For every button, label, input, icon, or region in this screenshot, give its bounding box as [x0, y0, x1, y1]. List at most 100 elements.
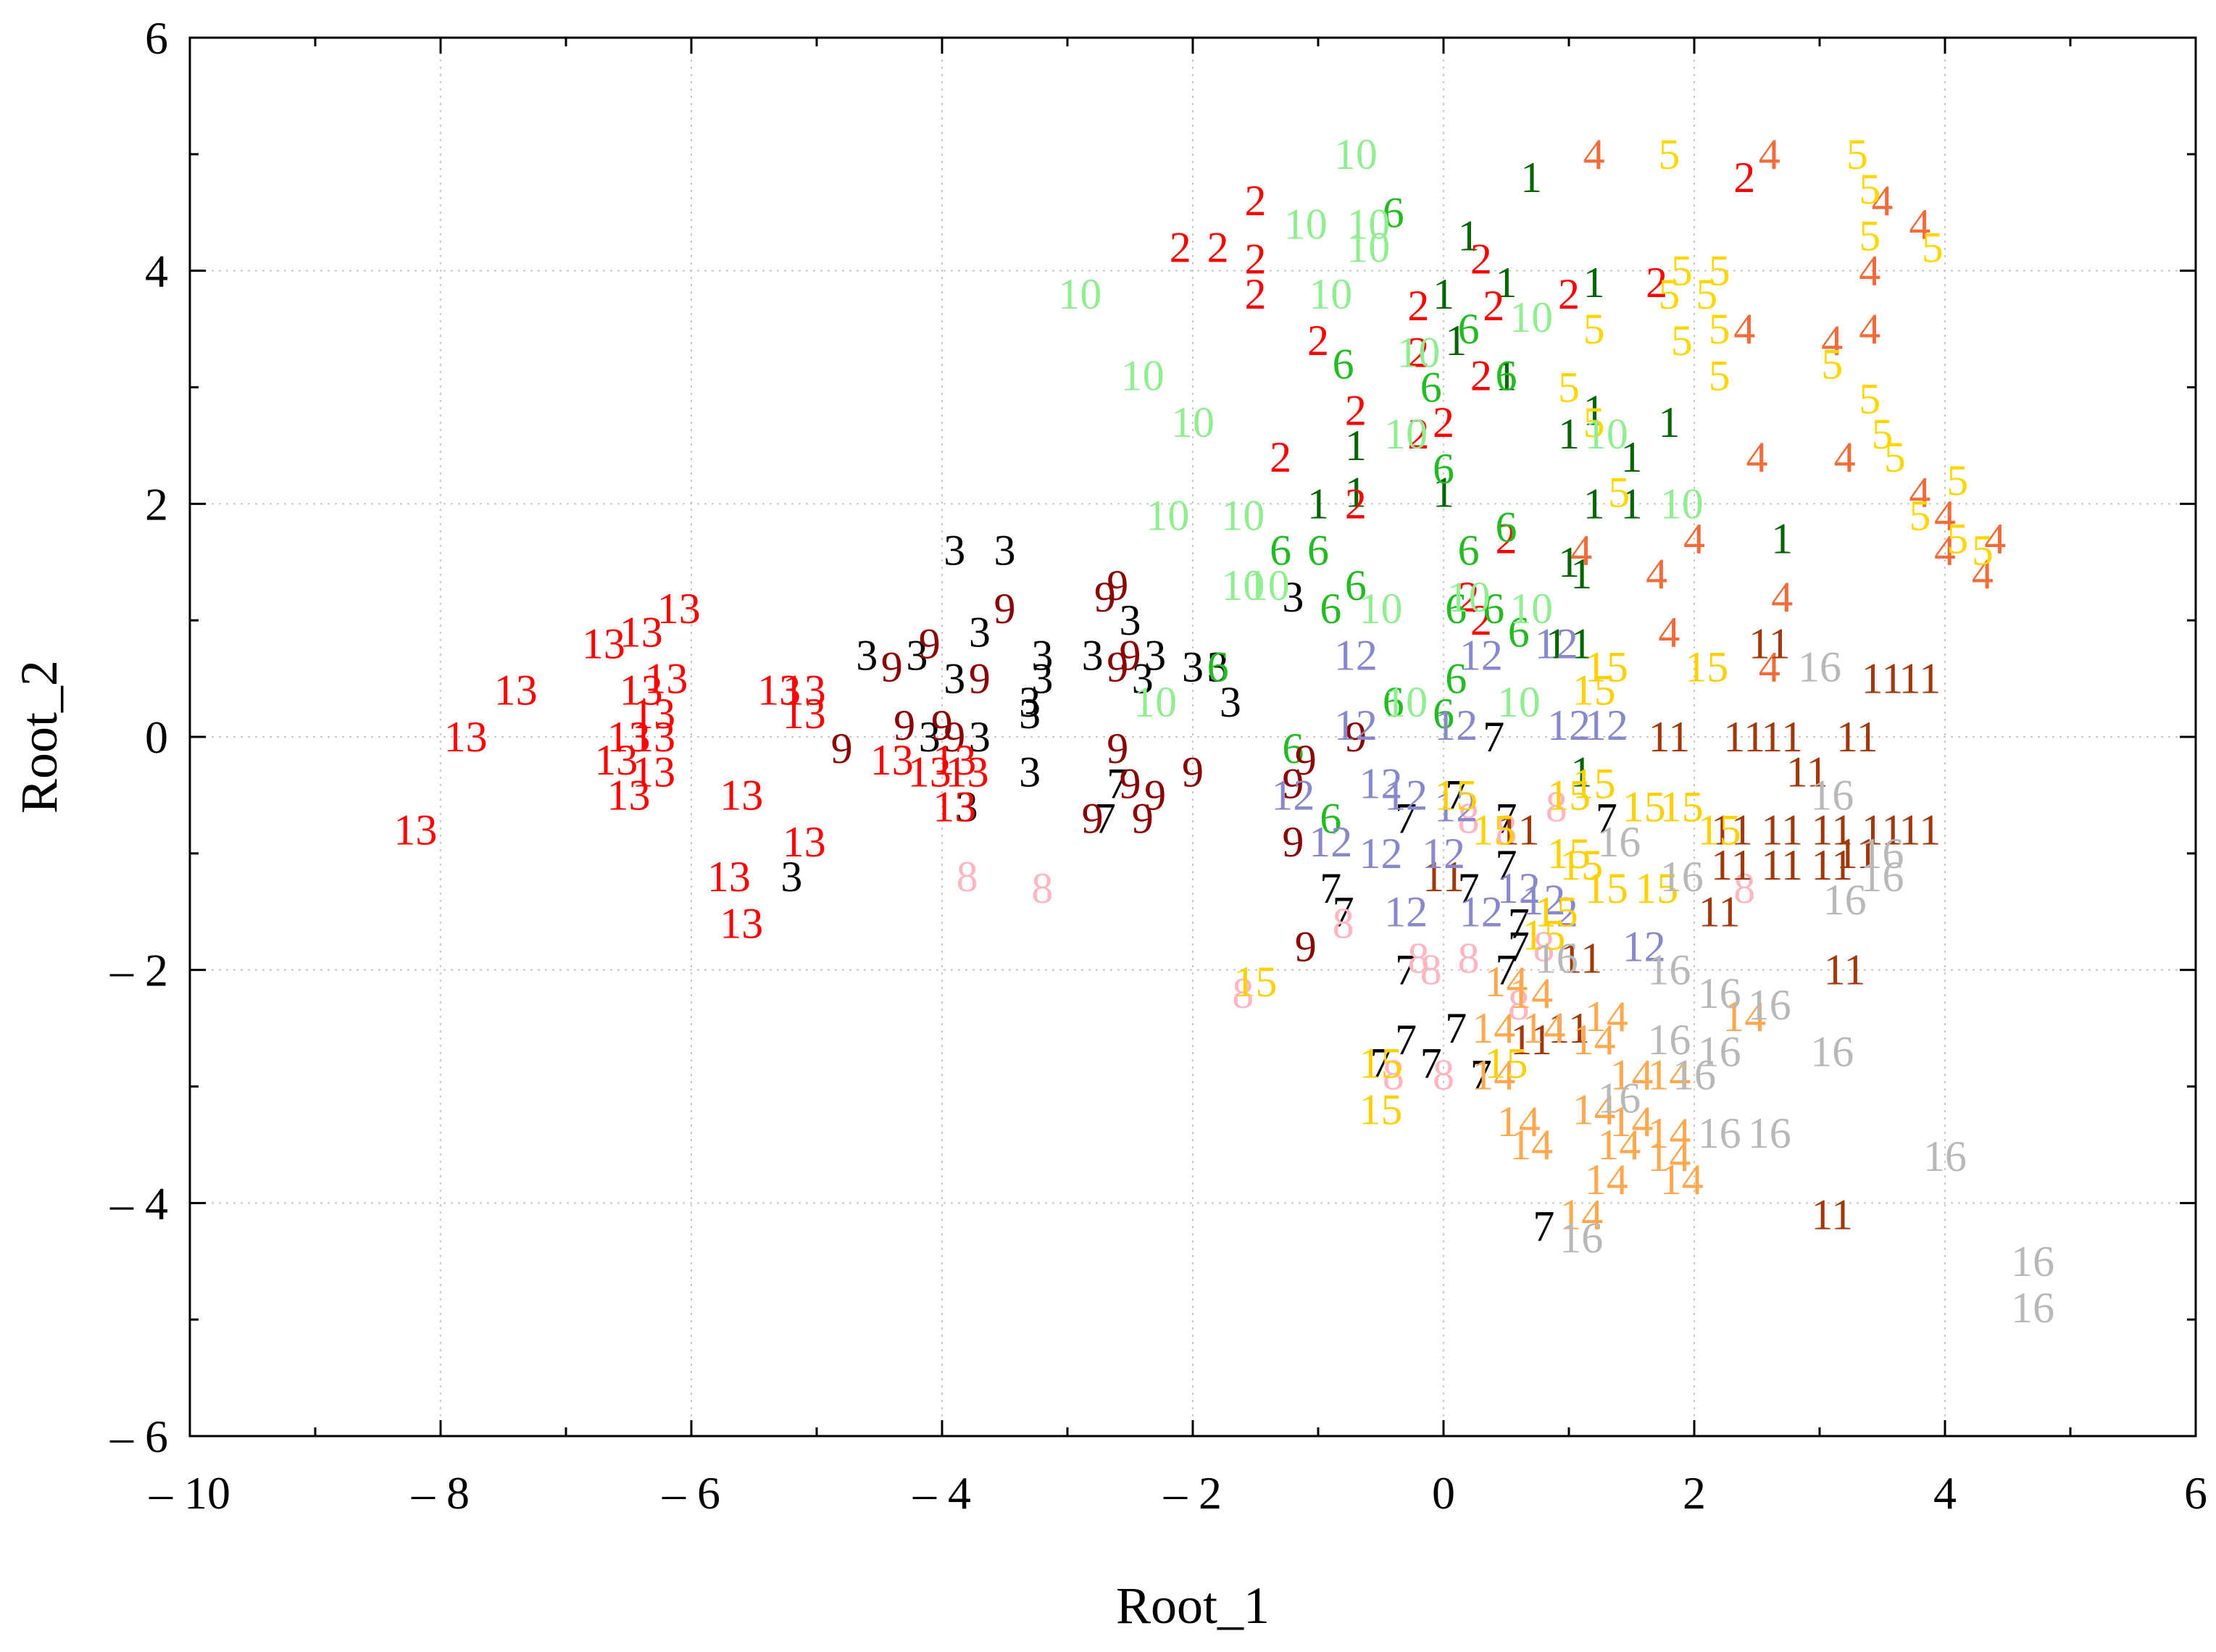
point-group-14: 14 — [1585, 993, 1628, 1040]
point-group-12: 12 — [1359, 830, 1403, 877]
point-group-2: 2 — [1496, 515, 1517, 563]
point-group-8: 8 — [1031, 864, 1053, 912]
point-group-10: 10 — [1171, 399, 1215, 446]
point-group-11: 11 — [1811, 806, 1853, 854]
point-group-13: 13 — [870, 736, 914, 784]
point-group-14: 14 — [1509, 1121, 1553, 1169]
point-group-13: 13 — [632, 690, 675, 738]
point-group-11: 11 — [1548, 1004, 1590, 1052]
point-group-14: 14 — [1647, 1109, 1691, 1157]
point-group-5: 5 — [1696, 270, 1717, 318]
y-tick-label: – 4 — [109, 1177, 168, 1229]
point-group-9: 9 — [1295, 736, 1317, 784]
point-group-6: 6 — [1207, 643, 1229, 691]
point-group-2: 2 — [1245, 235, 1267, 283]
x-tick-label: – 4 — [912, 1467, 971, 1519]
x-tick-label: – 2 — [1163, 1467, 1222, 1519]
point-group-10: 10 — [1133, 678, 1177, 726]
point-group-6: 6 — [1282, 725, 1304, 772]
point-group-11: 11 — [1711, 806, 1753, 854]
x-axis-title: Root_1 — [1116, 1577, 1270, 1635]
point-group-3: 3 — [1019, 690, 1041, 738]
point-group-4: 4 — [1859, 247, 1880, 295]
point-group-6: 6 — [1496, 351, 1517, 399]
point-group-15: 15 — [1522, 911, 1565, 959]
x-tick-label: – 8 — [411, 1467, 470, 1519]
point-group-3: 3 — [944, 655, 965, 703]
y-tick-labels: – 6 – 4 – 2 0 2 4 6 — [109, 12, 168, 1462]
point-group-10: 10 — [1509, 585, 1553, 633]
point-group-7: 7 — [1420, 1039, 1442, 1087]
x-tick-label: 6 — [2184, 1467, 2207, 1519]
point-group-9: 9 — [1182, 748, 1204, 796]
point-group-11: 11 — [1423, 853, 1465, 901]
point-group-12: 12 — [1535, 620, 1578, 667]
point-group-8: 8 — [1533, 923, 1554, 971]
point-group-7: 7 — [1107, 759, 1128, 807]
point-group-5: 5 — [1709, 247, 1730, 295]
point-group-3: 3 — [1207, 643, 1229, 691]
point-group-16: 16 — [1810, 1027, 1854, 1075]
point-group-2: 2 — [1470, 596, 1492, 644]
point-group-16: 16 — [1698, 1109, 1741, 1157]
point-group-13: 13 — [908, 748, 951, 796]
point-group-12: 12 — [1309, 818, 1352, 866]
point-group-7: 7 — [1458, 864, 1480, 912]
point-group-6: 6 — [1483, 585, 1504, 633]
point-group-12: 12 — [1459, 631, 1503, 679]
point-group-5: 5 — [1946, 515, 1968, 563]
point-group-15: 15 — [1359, 1086, 1403, 1134]
point-group-10: 10 — [1396, 328, 1440, 376]
point-group-16: 16 — [1823, 876, 1867, 924]
point-group-9: 9 — [1120, 631, 1141, 679]
point-group-3: 3 — [994, 527, 1016, 575]
point-group-14: 14 — [1597, 1121, 1641, 1169]
point-group-9: 9 — [1107, 643, 1128, 691]
point-group-5: 5 — [1821, 340, 1843, 388]
point-group-3: 3 — [1182, 643, 1204, 691]
point-group-15: 15 — [1535, 888, 1578, 935]
point-group-12: 12 — [1334, 701, 1378, 749]
point-group-7: 7 — [1094, 795, 1116, 843]
point-group-11: 11 — [1510, 1016, 1552, 1064]
point-group-10: 10 — [1359, 585, 1403, 633]
point-group-9: 9 — [1132, 795, 1154, 843]
point-group-1: 1 — [1583, 387, 1605, 435]
point-group-14: 14 — [1573, 1016, 1616, 1064]
point-group-2: 2 — [1345, 387, 1367, 435]
point-group-3: 3 — [1031, 655, 1053, 703]
point-group-13: 13 — [620, 667, 663, 714]
point-group-8: 8 — [1508, 981, 1530, 1029]
point-group-14: 14 — [1472, 1051, 1515, 1098]
point-group-16: 16 — [1647, 1016, 1691, 1064]
point-group-9: 9 — [994, 585, 1016, 633]
point-group-10: 10 — [1058, 270, 1101, 318]
point-group-13: 13 — [720, 899, 763, 947]
point-group-9: 9 — [931, 701, 953, 749]
point-group-9: 9 — [1345, 713, 1367, 761]
point-group-13: 13 — [607, 771, 651, 819]
point-group-16: 16 — [1597, 1075, 1641, 1122]
point-group-12: 12 — [1535, 888, 1578, 935]
point-group-9: 9 — [831, 725, 853, 772]
point-group-3: 3 — [1082, 631, 1104, 679]
point-group-6: 6 — [1433, 690, 1454, 738]
point-group-2: 2 — [1646, 259, 1667, 306]
point-group-8: 8 — [1407, 935, 1429, 983]
point-group-7: 7 — [1320, 864, 1341, 912]
point-group-12: 12 — [1334, 631, 1378, 679]
point-group-15: 15 — [1635, 864, 1678, 912]
point-group-6: 6 — [1333, 340, 1354, 388]
point-group-5: 5 — [1558, 364, 1580, 412]
x-tick-label: 4 — [1933, 1467, 1957, 1519]
point-group-14: 14 — [1647, 1051, 1691, 1098]
point-group-5: 5 — [1884, 433, 1906, 481]
point-group-3: 3 — [944, 527, 965, 575]
point-group-6: 6 — [1445, 655, 1467, 703]
point-group-4: 4 — [1859, 305, 1880, 353]
point-group-10: 10 — [1246, 562, 1290, 609]
point-group-14: 14 — [1610, 1051, 1654, 1098]
point-group-11: 11 — [1899, 806, 1941, 854]
point-group-15: 15 — [1559, 841, 1603, 889]
point-group-16: 16 — [1647, 946, 1691, 994]
